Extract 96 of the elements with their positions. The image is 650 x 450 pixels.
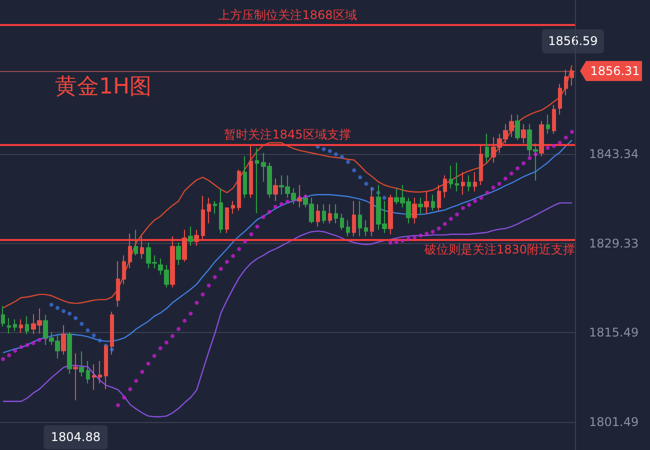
candlestick bbox=[322, 204, 326, 224]
candlestick bbox=[334, 204, 338, 224]
candlestick bbox=[213, 200, 217, 214]
candlestick bbox=[358, 200, 362, 237]
y-tick-label: 1815.49 bbox=[589, 325, 639, 340]
candlestick bbox=[19, 318, 23, 334]
candlestick bbox=[13, 318, 17, 332]
candlestick bbox=[225, 206, 229, 234]
candlestick bbox=[122, 254, 126, 285]
candlestick bbox=[479, 145, 483, 186]
candlestick bbox=[346, 220, 350, 237]
point bbox=[74, 316, 78, 320]
candlestick bbox=[431, 194, 435, 212]
point bbox=[352, 168, 356, 172]
candlestick bbox=[412, 197, 417, 224]
line-series bbox=[2, 202, 573, 418]
candlestick bbox=[176, 242, 181, 266]
candlestick bbox=[134, 229, 138, 256]
line-series bbox=[2, 140, 573, 354]
point bbox=[92, 333, 96, 338]
candlestick bbox=[98, 360, 102, 384]
candlestick bbox=[1, 305, 5, 327]
point bbox=[62, 309, 66, 314]
candlestick bbox=[558, 83, 562, 116]
point bbox=[334, 152, 338, 156]
point bbox=[49, 302, 54, 307]
candlestick bbox=[316, 204, 320, 228]
point bbox=[98, 338, 102, 343]
point bbox=[80, 322, 84, 326]
text: 黄金1H图 bbox=[55, 74, 152, 100]
annotation: 1804.88 bbox=[50, 430, 100, 444]
point bbox=[382, 196, 386, 200]
candlestick bbox=[7, 318, 11, 334]
point bbox=[56, 306, 60, 310]
candlestick bbox=[219, 188, 223, 234]
candlestick bbox=[170, 236, 175, 288]
candlestick bbox=[461, 172, 465, 196]
point bbox=[68, 312, 72, 316]
candlestick bbox=[364, 220, 368, 237]
y-tick-label: 1843.34 bbox=[589, 147, 639, 162]
candlestick bbox=[116, 260, 120, 308]
candlestick bbox=[388, 194, 393, 235]
candlestick bbox=[79, 350, 84, 377]
candlestick bbox=[201, 195, 205, 240]
ref-line-label: 上方压制位关注1868区域 bbox=[218, 8, 357, 22]
candlestick bbox=[207, 197, 211, 224]
candlestick bbox=[237, 169, 241, 212]
candlestick bbox=[521, 124, 526, 144]
candlestick bbox=[128, 233, 132, 269]
candlestick bbox=[424, 190, 429, 214]
candlestick bbox=[340, 213, 344, 230]
candlestick bbox=[570, 68, 574, 86]
candlestick bbox=[73, 352, 78, 401]
candlestick bbox=[564, 69, 568, 96]
candlestick bbox=[273, 178, 278, 202]
candlestick bbox=[443, 174, 447, 198]
candlestick bbox=[243, 156, 247, 198]
annotation: 1856.59 bbox=[548, 34, 598, 48]
candlestick bbox=[437, 184, 441, 212]
ref-line-label: 暂时关注1845区域支撑 bbox=[224, 128, 351, 142]
candlestick bbox=[255, 147, 259, 214]
candlestick bbox=[25, 316, 29, 335]
candlestick bbox=[467, 174, 471, 192]
candlestick bbox=[473, 172, 477, 192]
point bbox=[346, 160, 350, 164]
text: 1856.31 bbox=[590, 64, 640, 78]
point bbox=[322, 147, 326, 152]
candlestick bbox=[449, 165, 453, 189]
point bbox=[364, 182, 368, 186]
candlestick bbox=[188, 226, 193, 246]
candlestick bbox=[140, 236, 144, 260]
point bbox=[86, 328, 90, 332]
y-tick-label: 1829.33 bbox=[589, 236, 639, 251]
candlestick bbox=[455, 162, 459, 192]
candlestick bbox=[546, 114, 550, 134]
candlestick bbox=[86, 360, 90, 384]
candlestick bbox=[182, 229, 187, 262]
candlestick bbox=[552, 104, 556, 134]
candlestick bbox=[61, 324, 66, 356]
candlestick bbox=[352, 200, 356, 237]
point bbox=[358, 175, 362, 180]
candlestick bbox=[418, 197, 423, 214]
candlestick bbox=[194, 229, 199, 246]
line-series bbox=[2, 64, 573, 308]
point bbox=[328, 149, 332, 154]
candlestick bbox=[92, 364, 96, 390]
y-tick-label: 1801.49 bbox=[589, 414, 639, 429]
candlestick bbox=[485, 133, 489, 164]
candlestick bbox=[231, 200, 235, 214]
candlestick bbox=[515, 114, 520, 141]
candlestick bbox=[539, 120, 544, 157]
ref-line-label: 破位则是关注1830附近支撑 bbox=[423, 242, 575, 256]
candlestick bbox=[67, 332, 72, 374]
candlestick bbox=[249, 144, 253, 198]
candlestick bbox=[328, 204, 332, 224]
point bbox=[340, 154, 344, 159]
